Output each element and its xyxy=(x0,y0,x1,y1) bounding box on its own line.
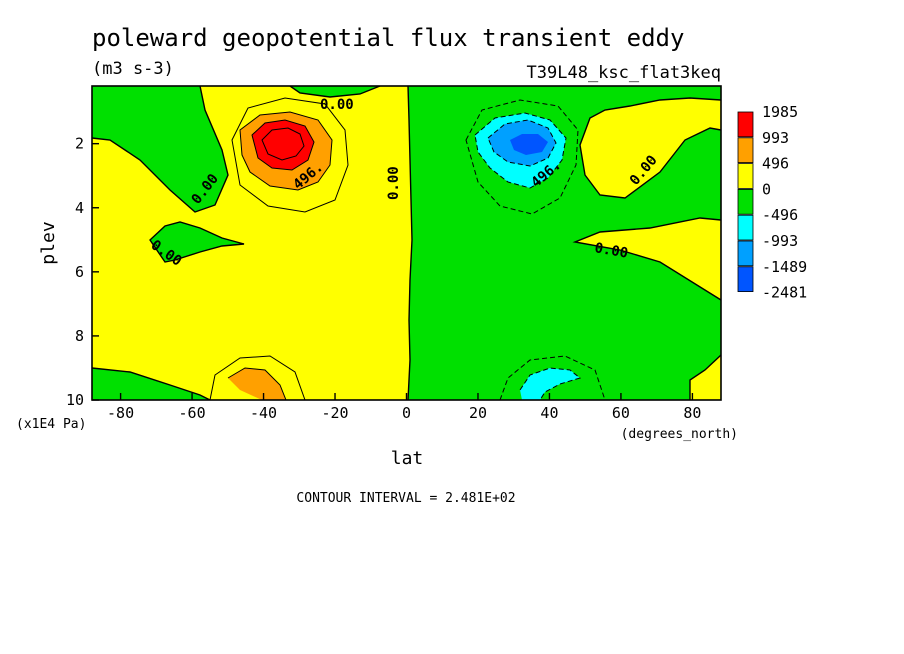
legend-label: 1985 xyxy=(762,103,798,121)
contour-lines-zero xyxy=(92,86,721,400)
contour-lines-positive xyxy=(209,97,349,400)
legend-label: 496 xyxy=(762,155,789,173)
y-axis-label: plev xyxy=(38,221,59,264)
legend-swatch xyxy=(737,188,754,215)
y-tick-label: 2 xyxy=(75,135,84,153)
fill-min-1489 xyxy=(510,134,548,155)
fill-negative-region-south-lower xyxy=(92,368,210,400)
fill-negative-region-south-mid xyxy=(150,222,244,262)
x-tick-labels: -80 -60 -40 -20 0 20 40 60 80 xyxy=(107,404,701,422)
legend-label: -496 xyxy=(762,206,798,224)
y-tick-labels: 2 4 6 8 10 xyxy=(66,135,84,409)
legend-label: 0 xyxy=(762,180,771,198)
legend-swatch xyxy=(737,240,754,267)
y-tick-label: 4 xyxy=(75,199,84,217)
legend-label: -1489 xyxy=(762,258,807,276)
legend-swatch xyxy=(737,214,754,241)
contour-lines-negative xyxy=(465,99,606,400)
legend-label: 993 xyxy=(762,129,789,147)
x-tick-label: 0 xyxy=(402,404,411,422)
plot-area: 0.00 0.00 0.00 0.00 0.00 0.00 496. 496. xyxy=(92,86,721,400)
fill-negative-region-south-upper xyxy=(92,86,228,212)
axis-ticks xyxy=(92,142,694,401)
x-tick-label: -40 xyxy=(250,404,277,422)
y-units-label: (x1E4 Pa) xyxy=(16,417,86,432)
chart-title: poleward geopotential flux transient edd… xyxy=(92,24,684,52)
x-units-label: (degrees_north) xyxy=(621,427,738,442)
fill-max-993 xyxy=(252,120,314,170)
legend-swatch xyxy=(737,163,754,189)
contour-label-zero-top: 0.00 xyxy=(320,97,354,113)
x-tick-label: 60 xyxy=(612,404,630,422)
contour-label-zero-equator: 0.00 xyxy=(386,166,402,200)
legend-label: -993 xyxy=(762,232,798,250)
legend-swatch xyxy=(737,137,754,164)
fill-positive-tongue-north xyxy=(690,355,721,400)
x-tick-label: 40 xyxy=(540,404,558,422)
x-tick-label: 20 xyxy=(469,404,487,422)
experiment-label: T39L48_ksc_flat3keq xyxy=(527,63,721,83)
fill-lower-min xyxy=(520,368,580,400)
y-tick-label: 10 xyxy=(66,391,84,409)
legend-swatch xyxy=(737,266,754,292)
chart-units: (m3 s-3) xyxy=(92,59,174,79)
y-tick-label: 6 xyxy=(75,263,84,281)
fill-negative-region-north xyxy=(408,86,721,400)
x-axis-label: lat xyxy=(391,448,424,469)
y-tick-label: 8 xyxy=(75,327,84,345)
legend-labels: 1985 993 496 0 -496 -993 -1489 -2481 xyxy=(762,103,807,302)
x-tick-label: -20 xyxy=(321,404,348,422)
contour-labels: 0.00 0.00 0.00 0.00 0.00 0.00 496. 496. xyxy=(148,97,661,270)
fill-positive-tongue-mid xyxy=(575,218,721,300)
x-tick-label: -60 xyxy=(179,404,206,422)
contour-label-zero-north-mid: 0.00 xyxy=(593,240,629,262)
legend-swatches xyxy=(737,111,754,292)
legend-label: -2481 xyxy=(762,284,807,302)
x-tick-label: 80 xyxy=(683,404,701,422)
legend-swatch xyxy=(737,111,754,138)
x-tick-label: -80 xyxy=(107,404,134,422)
fill-lower-max xyxy=(228,368,286,400)
color-legend: 1985 993 496 0 -496 -993 -1489 -2481 xyxy=(737,103,807,302)
contour-interval-note: CONTOUR INTERVAL = 2.481E+02 xyxy=(296,491,515,506)
